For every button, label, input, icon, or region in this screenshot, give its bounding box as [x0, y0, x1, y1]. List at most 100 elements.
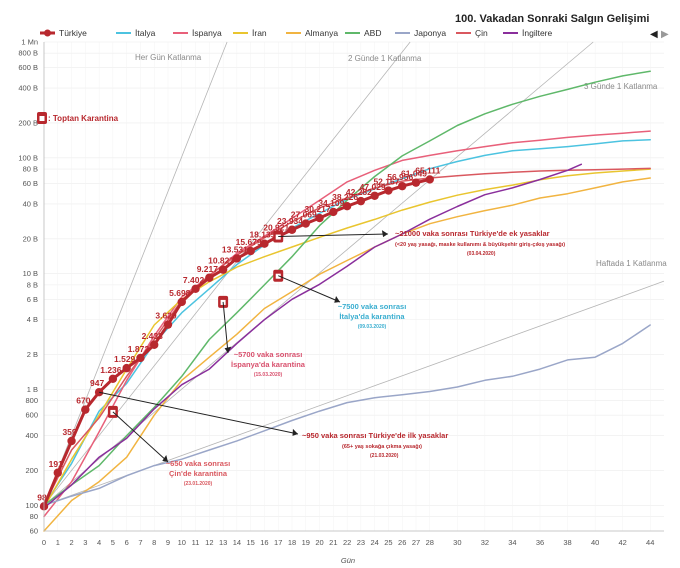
turkiye-data-point — [191, 284, 200, 293]
turkiye-data-label: 947 — [90, 378, 104, 388]
lock-icon — [37, 112, 47, 124]
turkiye-data-label: 191 — [49, 459, 63, 469]
legend-next-icon[interactable]: ▶ — [661, 29, 669, 40]
series-line-Japonya — [43, 324, 651, 507]
turkiye-data-point — [342, 201, 352, 211]
legend-item-Türkiye[interactable]: Türkiye — [40, 28, 87, 38]
lock-keyhole — [275, 234, 281, 240]
turkiye-data-label: 52.167 — [373, 177, 399, 187]
turkiye-data-label: 7.402 — [183, 275, 205, 285]
y-tick-label: 200 B — [18, 118, 38, 127]
x-tick-label: 27 — [412, 538, 420, 547]
annotation-title: ~5700 vaka sonrası — [234, 350, 303, 359]
turkiye-data-label: 13.531 — [222, 244, 248, 254]
x-tick-label: 24 — [370, 538, 378, 547]
turkiye-data-label: 23.934 — [277, 216, 303, 226]
legend-item-ABD[interactable]: ABD — [345, 28, 381, 38]
x-tick-label: 23 — [357, 538, 365, 547]
legend-label: İspanya — [192, 28, 222, 38]
annotation-arrowhead — [381, 230, 388, 238]
turkiye-data-point — [287, 225, 297, 234]
x-tick-label: 30 — [453, 538, 461, 547]
legend-label: Çin — [475, 28, 488, 38]
x-tick-label: 16 — [260, 538, 268, 547]
annotation-title: ~21000 vaka sonrası Türkiye'de ek yasakl… — [395, 229, 550, 238]
turkiye-data-point — [177, 297, 186, 307]
turkiye-data-label: 1.236 — [100, 365, 122, 375]
annotation-date: (03.04.2020) — [467, 251, 496, 257]
annotation-arrowhead — [334, 295, 340, 303]
legend-prev-icon[interactable]: ◀ — [650, 29, 658, 40]
turkiye-data-label: 359 — [62, 427, 76, 437]
turkiye-data-point — [205, 273, 214, 282]
legend-item-Japonya[interactable]: Japonya — [395, 28, 446, 38]
turkiye-data-point — [246, 246, 255, 256]
x-tick-label: 10 — [178, 538, 186, 547]
legend-label: İngiltere — [522, 28, 553, 38]
annotation-date: (23.01.2020) — [184, 481, 213, 487]
reference-line-label: 2 Günde 1 Katlanma — [348, 54, 422, 63]
annotation-title: ~950 vaka sonrası Türkiye'de ilk yasakla… — [302, 431, 448, 440]
chart-title: 100. Vakadan Sonraki Salgın Gelişimi — [455, 13, 649, 25]
turkiye-data-point — [398, 181, 407, 191]
turkiye-data-point — [301, 219, 310, 228]
x-tick-label: 7 — [138, 538, 142, 547]
y-tick-label: 400 — [25, 431, 38, 440]
turkiye-data-label: 670 — [76, 396, 90, 406]
x-tick-label: 36 — [536, 538, 544, 547]
y-tick-label: 6 B — [27, 295, 38, 304]
y-tick-label: 40 B — [23, 199, 38, 208]
legend-nav[interactable]: ◀ ▶ — [650, 29, 669, 40]
annotation-date: (15.03.2020) — [254, 372, 283, 378]
annotation-subtitle: Çin'de karantina — [169, 469, 228, 478]
quarantine-legend: : Toptan Karantina — [37, 112, 119, 124]
turkiye-data-label: 42.282 — [346, 187, 372, 197]
legend-label: İran — [252, 28, 267, 38]
y-tick-label: 1 Mn — [21, 38, 38, 47]
turkiye-data-point — [67, 436, 76, 446]
reference-line — [43, 41, 228, 506]
annotation-date: (09.03.2020) — [358, 324, 387, 330]
legend-item-Çin[interactable]: Çin — [456, 28, 488, 38]
annotation-subtitle: İspanya'da karantina — [231, 360, 306, 369]
y-tick-label: 10 B — [23, 269, 38, 278]
turkiye-data-label: 18.135 — [249, 230, 275, 240]
turkiye-data-label: 65.111 — [415, 165, 440, 175]
x-tick-label: 11 — [192, 538, 200, 547]
legend-item-Almanya[interactable]: Almanya — [286, 28, 338, 38]
y-tick-label: 600 — [25, 411, 38, 420]
legend-item-İspanya[interactable]: İspanya — [173, 28, 222, 38]
y-tick-label: 60 — [30, 527, 38, 536]
series-line-İngiltere — [43, 163, 583, 509]
turkiye-data-label: 15.679 — [236, 237, 262, 247]
turkiye-data-label: 61.049 — [401, 169, 427, 179]
y-tick-label: 2 B — [27, 350, 38, 359]
turkiye-data-point — [425, 175, 434, 184]
x-tick-label: 34 — [508, 538, 516, 547]
annotation-arrowhead — [224, 346, 232, 353]
turkiye-data-label: 98 — [37, 492, 47, 502]
turkiye-data-label: 1.872 — [128, 344, 150, 354]
x-tick-label: 14 — [233, 538, 241, 547]
quarantine-legend-label: : Toptan Karantina — [48, 114, 119, 123]
annotation-arrowhead — [292, 428, 298, 436]
annotation-arrow — [278, 275, 341, 303]
turkiye-data-label: 2.433 — [142, 331, 164, 341]
annotation-arrowhead — [162, 455, 168, 462]
legend-item-İtalya[interactable]: İtalya — [116, 28, 156, 38]
legend-swatch-dot — [44, 29, 51, 37]
legend-label: Almanya — [305, 28, 338, 38]
y-tick-label: 80 B — [23, 165, 38, 174]
legend-label: Türkiye — [59, 28, 87, 38]
x-tick-label: 38 — [563, 538, 571, 547]
turkiye-data-point — [356, 196, 366, 206]
turkiye-data-point — [81, 405, 90, 414]
legend-item-İngiltere[interactable]: İngiltere — [503, 28, 553, 38]
y-tick-label: 80 — [30, 512, 38, 521]
legend-item-İran[interactable]: İran — [233, 28, 267, 38]
turkiye-data-point — [150, 340, 159, 349]
annotation-title: ~650 vaka sonrası — [166, 459, 230, 468]
series-line-Almanya — [43, 177, 651, 532]
